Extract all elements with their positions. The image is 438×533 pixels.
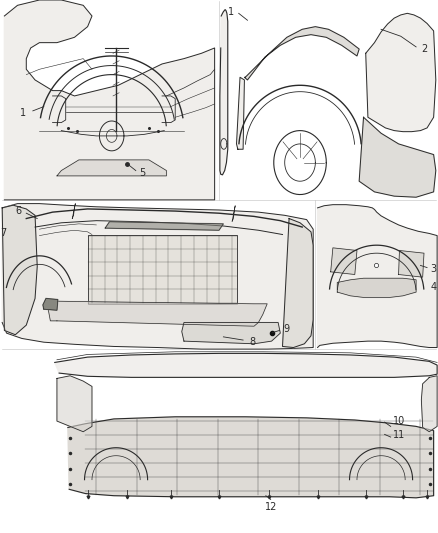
Text: 6: 6 (15, 206, 21, 216)
Polygon shape (318, 205, 437, 348)
Polygon shape (2, 205, 37, 335)
Polygon shape (105, 222, 223, 230)
Polygon shape (244, 27, 359, 80)
Polygon shape (283, 219, 313, 348)
Polygon shape (2, 204, 313, 349)
Text: 12: 12 (265, 502, 277, 512)
Polygon shape (43, 298, 58, 310)
Text: 1: 1 (228, 7, 234, 17)
Text: 8: 8 (250, 337, 256, 347)
Polygon shape (359, 117, 436, 197)
Polygon shape (237, 77, 244, 149)
Polygon shape (331, 248, 357, 274)
Polygon shape (0, 0, 219, 200)
Polygon shape (421, 376, 437, 432)
Polygon shape (53, 352, 438, 533)
Polygon shape (337, 278, 416, 297)
Text: 10: 10 (393, 416, 405, 426)
Polygon shape (55, 353, 437, 377)
Polygon shape (0, 203, 315, 349)
Bar (88, 235, 237, 304)
Polygon shape (315, 203, 438, 349)
Polygon shape (48, 301, 267, 326)
Text: 2: 2 (421, 44, 427, 54)
Polygon shape (4, 0, 215, 200)
Text: 3: 3 (430, 264, 436, 273)
Text: 7: 7 (0, 228, 6, 238)
Polygon shape (366, 13, 436, 132)
Polygon shape (220, 10, 228, 175)
Polygon shape (182, 322, 280, 344)
Text: 4: 4 (430, 282, 436, 292)
Polygon shape (57, 160, 166, 176)
Polygon shape (399, 251, 424, 277)
Text: 5: 5 (139, 168, 145, 178)
Text: 11: 11 (393, 431, 405, 440)
Polygon shape (57, 376, 92, 432)
Text: 9: 9 (284, 325, 290, 334)
Text: 1: 1 (20, 108, 26, 118)
Polygon shape (219, 0, 438, 200)
Polygon shape (68, 417, 434, 498)
